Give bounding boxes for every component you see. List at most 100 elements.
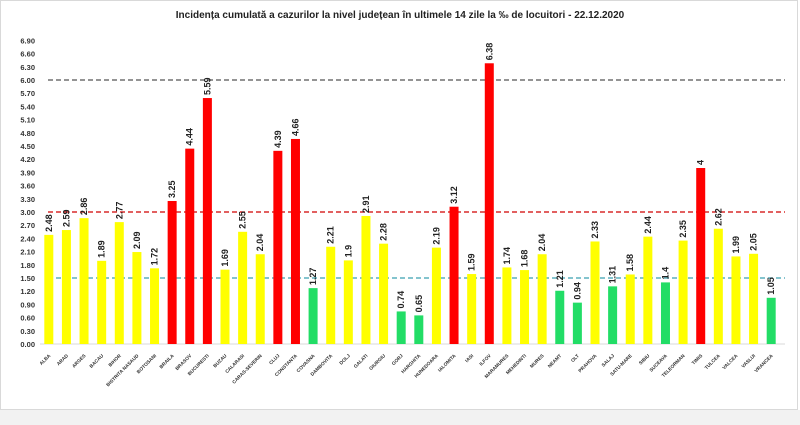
y-tick-label: 6.00 (20, 76, 35, 85)
bar-alba (44, 234, 54, 344)
bar-vrancea (766, 297, 776, 344)
data-label: 4.39 (273, 130, 283, 148)
data-label: 1.72 (150, 248, 160, 266)
x-tick-label: CARAS-SEVERIN (231, 353, 264, 386)
x-tick-label: IALOMITA (437, 353, 458, 374)
data-label: 4.44 (185, 128, 195, 146)
bar-bucuresti (202, 98, 212, 344)
bar-harghita (414, 315, 424, 344)
y-tick-label: 6.30 (20, 63, 35, 72)
x-tick-label: VRANCEA (754, 353, 775, 374)
bar-tulcea (713, 228, 723, 344)
bar-galati (361, 215, 371, 344)
y-tick-label: 4.20 (20, 155, 35, 164)
data-label: 5.59 (202, 78, 212, 96)
bar-timis (696, 168, 706, 344)
bar-valcea (731, 256, 741, 344)
bar-vaslui (749, 253, 759, 344)
y-tick-label: 5.40 (20, 102, 35, 111)
y-tick-label: 5.10 (20, 116, 35, 125)
x-tick-label: ALBA (39, 353, 53, 367)
y-tick-label: 0.60 (20, 314, 35, 323)
x-tick-label: VASLUI (741, 353, 758, 370)
x-tick-label: BOTOSANI (136, 353, 159, 376)
bar-giurgiu (379, 243, 389, 344)
y-tick-label: 3.30 (20, 195, 35, 204)
x-tick-label: DOLJ (338, 353, 352, 367)
data-label: 2.91 (361, 195, 371, 213)
bottom-strip (0, 410, 800, 425)
bar-braila (167, 201, 177, 344)
bar-botosani (150, 268, 160, 344)
bar-constanta (290, 138, 300, 344)
bar-suceava (660, 282, 670, 344)
data-label: 1.89 (97, 240, 107, 258)
x-tick-label: GALATI (353, 353, 370, 370)
y-tick-label: 1.50 (20, 274, 35, 283)
bar-arad (61, 230, 71, 344)
y-tick-label: 4.50 (20, 142, 35, 151)
data-label: 0.65 (414, 295, 424, 313)
bar-maramures (502, 267, 512, 344)
data-label: 4 (696, 160, 706, 165)
x-tick-label: OLT (570, 353, 581, 364)
data-label: 2.28 (379, 223, 389, 241)
data-label: 2.19 (431, 227, 441, 245)
data-label: 1.68 (520, 250, 530, 268)
y-tick-label: 5.70 (20, 89, 35, 98)
bar-satu-mare (625, 274, 635, 344)
y-tick-label: 6.90 (20, 36, 35, 45)
x-tick-label: ARGES (71, 353, 88, 370)
data-label: 0.94 (572, 282, 582, 300)
data-label: 0.74 (396, 291, 406, 309)
y-tick-label: 4.80 (20, 129, 35, 138)
bar-brasov (185, 148, 195, 344)
data-label: 2.86 (79, 198, 89, 216)
data-label: 4.66 (290, 118, 300, 136)
data-label: 2.48 (44, 214, 54, 232)
y-tick-label: 2.70 (20, 221, 35, 230)
data-label: 2.21 (326, 226, 336, 244)
x-tick-label: BACAU (89, 353, 106, 370)
x-tick-label: NEAMT (547, 353, 563, 369)
data-label: 2.09 (132, 232, 142, 250)
data-label: 6.38 (484, 43, 494, 61)
bar-olt (572, 302, 582, 344)
x-tick-label: CLUJ (268, 353, 281, 366)
data-label: 1.59 (467, 254, 477, 272)
data-label: 1.27 (308, 268, 318, 286)
y-tick-label: 3.60 (20, 182, 35, 191)
bar-covasna (308, 288, 318, 344)
bar-neamt (555, 290, 565, 344)
bar-teleorman (678, 240, 688, 344)
bar-sibiu (643, 236, 653, 344)
data-label: 1.31 (608, 266, 618, 284)
bar-dambovita (326, 246, 336, 344)
y-tick-label: 3.90 (20, 168, 35, 177)
bar-calarasi (238, 231, 248, 344)
y-tick-label: 1.80 (20, 261, 35, 270)
bar-hunedoara (431, 247, 441, 344)
bar-prahova (590, 241, 600, 344)
x-tick-label: ARAD (56, 353, 70, 367)
x-tick-label: VALCEA (721, 353, 739, 371)
y-tick-label: 0.00 (20, 340, 35, 349)
bar-cluj (273, 150, 283, 344)
bar-bihor (114, 222, 124, 344)
bar-buzau (220, 269, 230, 344)
data-label: 2.05 (749, 233, 759, 251)
x-tick-label: BISTRITA NASAUD (105, 353, 140, 388)
x-tick-label: BUZAU (212, 353, 228, 369)
x-tick-label: GORJ (391, 353, 405, 367)
y-tick-label: 0.90 (20, 300, 35, 309)
chart-frame (0, 0, 798, 410)
data-label: 2.33 (590, 221, 600, 239)
data-label: 1.74 (502, 247, 512, 265)
x-tick-label: TIMIS (691, 353, 705, 367)
data-label: 1.58 (625, 254, 635, 272)
bar-ialomita (449, 206, 459, 344)
data-label: 2.62 (713, 208, 723, 226)
data-label: 1.69 (220, 249, 230, 267)
chart-title: Incidența cumulată a cazurilor la nivel … (175, 10, 625, 21)
